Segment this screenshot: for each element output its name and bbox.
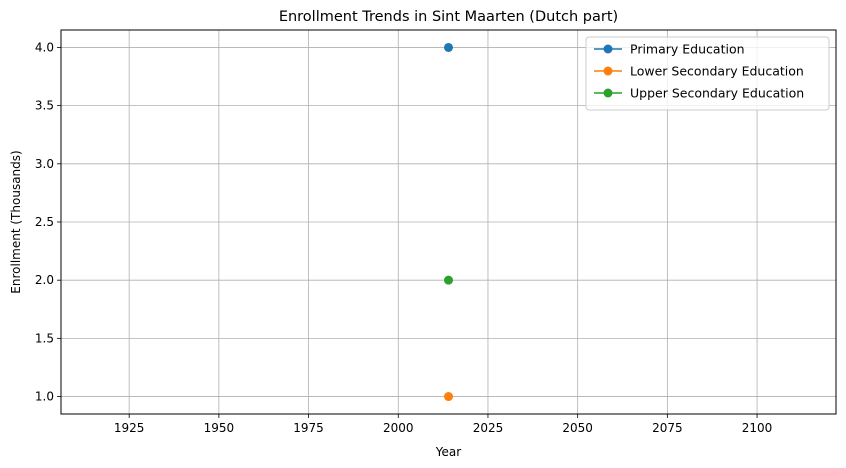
x-tick-label: 2100 bbox=[742, 421, 773, 435]
legend: Primary Education Lower Secondary Educati… bbox=[585, 36, 830, 111]
y-tick-label: 3.0 bbox=[35, 157, 54, 171]
legend-marker bbox=[603, 44, 613, 54]
y-tick-label: 1.0 bbox=[35, 390, 54, 404]
x-axis-ticks: 1925 1950 1975 2000 2025 2050 2075 2100 bbox=[114, 414, 772, 435]
legend-item: Upper Secondary Education bbox=[594, 86, 804, 101]
x-tick-label: 2025 bbox=[473, 421, 504, 435]
legend-label: Upper Secondary Education bbox=[630, 86, 804, 101]
x-tick-label: 2000 bbox=[383, 421, 414, 435]
data-point bbox=[444, 392, 453, 402]
series-layer bbox=[444, 42, 453, 402]
x-tick-label: 1950 bbox=[204, 421, 235, 435]
legend-item: Lower Secondary Education bbox=[594, 64, 804, 79]
legend-marker bbox=[603, 66, 613, 76]
legend-marker bbox=[603, 88, 613, 98]
y-tick-label: 2.5 bbox=[35, 215, 54, 229]
x-tick-label: 1975 bbox=[293, 421, 324, 435]
legend-label: Lower Secondary Education bbox=[630, 64, 804, 79]
y-tick-label: 4.0 bbox=[35, 40, 54, 54]
y-axis-ticks: 1.0 1.5 2.0 2.5 3.0 3.5 4.0 bbox=[35, 40, 61, 404]
x-tick-label: 2075 bbox=[652, 421, 683, 435]
y-tick-label: 2.0 bbox=[35, 273, 54, 287]
data-point bbox=[444, 275, 453, 285]
legend-label: Primary Education bbox=[630, 42, 745, 57]
legend-box bbox=[585, 36, 830, 111]
y-tick-label: 1.5 bbox=[35, 331, 54, 345]
chart-title: Enrollment Trends in Sint Maarten (Dutch… bbox=[279, 9, 618, 25]
x-tick-label: 1925 bbox=[114, 421, 145, 435]
data-point bbox=[444, 42, 453, 52]
y-axis-label: Enrollment (Thousands) bbox=[9, 150, 23, 293]
x-tick-label: 2050 bbox=[562, 421, 593, 435]
legend-item: Primary Education bbox=[594, 42, 745, 57]
y-tick-label: 3.5 bbox=[35, 99, 54, 113]
x-axis-label: Year bbox=[435, 445, 461, 459]
